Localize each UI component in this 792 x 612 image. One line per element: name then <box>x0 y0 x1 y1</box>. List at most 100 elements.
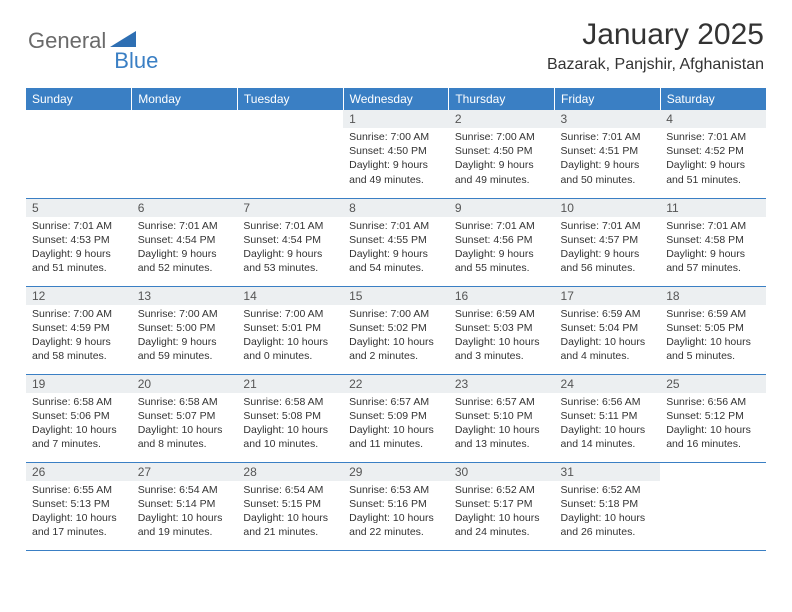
logo-text-blue: Blue <box>114 48 158 74</box>
calendar-row: 5Sunrise: 7:01 AMSunset: 4:53 PMDaylight… <box>26 198 766 286</box>
calendar-cell: 19Sunrise: 6:58 AMSunset: 5:06 PMDayligh… <box>26 374 132 462</box>
day-details: Sunrise: 7:00 AMSunset: 4:50 PMDaylight:… <box>449 128 555 191</box>
calendar-cell: 14Sunrise: 7:00 AMSunset: 5:01 PMDayligh… <box>237 286 343 374</box>
logo-text-general: General <box>28 28 106 54</box>
calendar-cell <box>237 110 343 198</box>
day-number: 14 <box>237 287 343 305</box>
day-number: 12 <box>26 287 132 305</box>
day-details: Sunrise: 6:57 AMSunset: 5:10 PMDaylight:… <box>449 393 555 456</box>
calendar-cell: 15Sunrise: 7:00 AMSunset: 5:02 PMDayligh… <box>343 286 449 374</box>
day-details: Sunrise: 7:01 AMSunset: 4:51 PMDaylight:… <box>555 128 661 191</box>
day-number: 1 <box>343 110 449 128</box>
day-header: Wednesday <box>343 88 449 110</box>
logo: General Blue <box>28 18 158 64</box>
day-details: Sunrise: 6:59 AMSunset: 5:04 PMDaylight:… <box>555 305 661 368</box>
calendar-cell: 3Sunrise: 7:01 AMSunset: 4:51 PMDaylight… <box>555 110 661 198</box>
calendar-row: 12Sunrise: 7:00 AMSunset: 4:59 PMDayligh… <box>26 286 766 374</box>
day-number: 17 <box>555 287 661 305</box>
day-details: Sunrise: 7:01 AMSunset: 4:54 PMDaylight:… <box>237 217 343 280</box>
day-number: 22 <box>343 375 449 393</box>
day-details: Sunrise: 6:52 AMSunset: 5:17 PMDaylight:… <box>449 481 555 544</box>
calendar-header-row: SundayMondayTuesdayWednesdayThursdayFrid… <box>26 88 766 110</box>
calendar-cell: 22Sunrise: 6:57 AMSunset: 5:09 PMDayligh… <box>343 374 449 462</box>
day-number: 30 <box>449 463 555 481</box>
calendar-cell: 1Sunrise: 7:00 AMSunset: 4:50 PMDaylight… <box>343 110 449 198</box>
day-details: Sunrise: 7:01 AMSunset: 4:58 PMDaylight:… <box>660 217 766 280</box>
calendar-cell: 20Sunrise: 6:58 AMSunset: 5:07 PMDayligh… <box>132 374 238 462</box>
day-number: 8 <box>343 199 449 217</box>
day-number: 5 <box>26 199 132 217</box>
day-details: Sunrise: 6:58 AMSunset: 5:06 PMDaylight:… <box>26 393 132 456</box>
day-details: Sunrise: 7:01 AMSunset: 4:56 PMDaylight:… <box>449 217 555 280</box>
day-details: Sunrise: 7:01 AMSunset: 4:52 PMDaylight:… <box>660 128 766 191</box>
calendar-row: 26Sunrise: 6:55 AMSunset: 5:13 PMDayligh… <box>26 462 766 550</box>
day-number: 29 <box>343 463 449 481</box>
calendar-cell: 24Sunrise: 6:56 AMSunset: 5:11 PMDayligh… <box>555 374 661 462</box>
day-header: Tuesday <box>237 88 343 110</box>
day-number: 21 <box>237 375 343 393</box>
day-number: 19 <box>26 375 132 393</box>
calendar-body: 1Sunrise: 7:00 AMSunset: 4:50 PMDaylight… <box>26 110 766 550</box>
day-details: Sunrise: 7:00 AMSunset: 4:59 PMDaylight:… <box>26 305 132 368</box>
header: General Blue January 2025 Bazarak, Panjs… <box>0 0 792 80</box>
calendar-cell: 26Sunrise: 6:55 AMSunset: 5:13 PMDayligh… <box>26 462 132 550</box>
day-number: 4 <box>660 110 766 128</box>
day-details: Sunrise: 7:01 AMSunset: 4:54 PMDaylight:… <box>132 217 238 280</box>
calendar-cell: 9Sunrise: 7:01 AMSunset: 4:56 PMDaylight… <box>449 198 555 286</box>
calendar-cell: 5Sunrise: 7:01 AMSunset: 4:53 PMDaylight… <box>26 198 132 286</box>
day-details: Sunrise: 6:57 AMSunset: 5:09 PMDaylight:… <box>343 393 449 456</box>
day-number: 20 <box>132 375 238 393</box>
day-details: Sunrise: 6:56 AMSunset: 5:12 PMDaylight:… <box>660 393 766 456</box>
calendar-cell: 7Sunrise: 7:01 AMSunset: 4:54 PMDaylight… <box>237 198 343 286</box>
day-number: 16 <box>449 287 555 305</box>
day-details: Sunrise: 6:58 AMSunset: 5:08 PMDaylight:… <box>237 393 343 456</box>
day-header: Monday <box>132 88 238 110</box>
day-details: Sunrise: 7:01 AMSunset: 4:57 PMDaylight:… <box>555 217 661 280</box>
day-details: Sunrise: 7:01 AMSunset: 4:55 PMDaylight:… <box>343 217 449 280</box>
day-details: Sunrise: 6:52 AMSunset: 5:18 PMDaylight:… <box>555 481 661 544</box>
day-header: Sunday <box>26 88 132 110</box>
calendar-cell <box>660 462 766 550</box>
calendar-cell: 27Sunrise: 6:54 AMSunset: 5:14 PMDayligh… <box>132 462 238 550</box>
calendar-cell: 16Sunrise: 6:59 AMSunset: 5:03 PMDayligh… <box>449 286 555 374</box>
calendar-row: 1Sunrise: 7:00 AMSunset: 4:50 PMDaylight… <box>26 110 766 198</box>
day-number: 3 <box>555 110 661 128</box>
day-details: Sunrise: 6:54 AMSunset: 5:14 PMDaylight:… <box>132 481 238 544</box>
calendar-cell: 13Sunrise: 7:00 AMSunset: 5:00 PMDayligh… <box>132 286 238 374</box>
day-header: Saturday <box>660 88 766 110</box>
calendar-cell <box>132 110 238 198</box>
calendar-cell: 8Sunrise: 7:01 AMSunset: 4:55 PMDaylight… <box>343 198 449 286</box>
calendar-row: 19Sunrise: 6:58 AMSunset: 5:06 PMDayligh… <box>26 374 766 462</box>
calendar-cell: 11Sunrise: 7:01 AMSunset: 4:58 PMDayligh… <box>660 198 766 286</box>
day-details: Sunrise: 6:56 AMSunset: 5:11 PMDaylight:… <box>555 393 661 456</box>
day-details: Sunrise: 6:58 AMSunset: 5:07 PMDaylight:… <box>132 393 238 456</box>
day-details: Sunrise: 6:54 AMSunset: 5:15 PMDaylight:… <box>237 481 343 544</box>
calendar-cell: 18Sunrise: 6:59 AMSunset: 5:05 PMDayligh… <box>660 286 766 374</box>
day-number: 10 <box>555 199 661 217</box>
day-number: 28 <box>237 463 343 481</box>
day-number: 18 <box>660 287 766 305</box>
day-number: 31 <box>555 463 661 481</box>
day-number: 25 <box>660 375 766 393</box>
day-details: Sunrise: 7:00 AMSunset: 5:01 PMDaylight:… <box>237 305 343 368</box>
day-number: 27 <box>132 463 238 481</box>
calendar-cell: 23Sunrise: 6:57 AMSunset: 5:10 PMDayligh… <box>449 374 555 462</box>
day-details: Sunrise: 7:00 AMSunset: 5:02 PMDaylight:… <box>343 305 449 368</box>
calendar-cell: 4Sunrise: 7:01 AMSunset: 4:52 PMDaylight… <box>660 110 766 198</box>
calendar-cell <box>26 110 132 198</box>
day-number: 11 <box>660 199 766 217</box>
calendar-cell: 6Sunrise: 7:01 AMSunset: 4:54 PMDaylight… <box>132 198 238 286</box>
day-number: 24 <box>555 375 661 393</box>
day-details: Sunrise: 6:59 AMSunset: 5:05 PMDaylight:… <box>660 305 766 368</box>
calendar-cell: 30Sunrise: 6:52 AMSunset: 5:17 PMDayligh… <box>449 462 555 550</box>
calendar-cell: 12Sunrise: 7:00 AMSunset: 4:59 PMDayligh… <box>26 286 132 374</box>
day-number: 23 <box>449 375 555 393</box>
day-details: Sunrise: 7:00 AMSunset: 5:00 PMDaylight:… <box>132 305 238 368</box>
title-block: January 2025 Bazarak, Panjshir, Afghanis… <box>547 18 764 74</box>
calendar-cell: 29Sunrise: 6:53 AMSunset: 5:16 PMDayligh… <box>343 462 449 550</box>
day-details: Sunrise: 6:59 AMSunset: 5:03 PMDaylight:… <box>449 305 555 368</box>
day-details: Sunrise: 6:53 AMSunset: 5:16 PMDaylight:… <box>343 481 449 544</box>
calendar-cell: 28Sunrise: 6:54 AMSunset: 5:15 PMDayligh… <box>237 462 343 550</box>
day-details: Sunrise: 7:01 AMSunset: 4:53 PMDaylight:… <box>26 217 132 280</box>
day-number: 15 <box>343 287 449 305</box>
